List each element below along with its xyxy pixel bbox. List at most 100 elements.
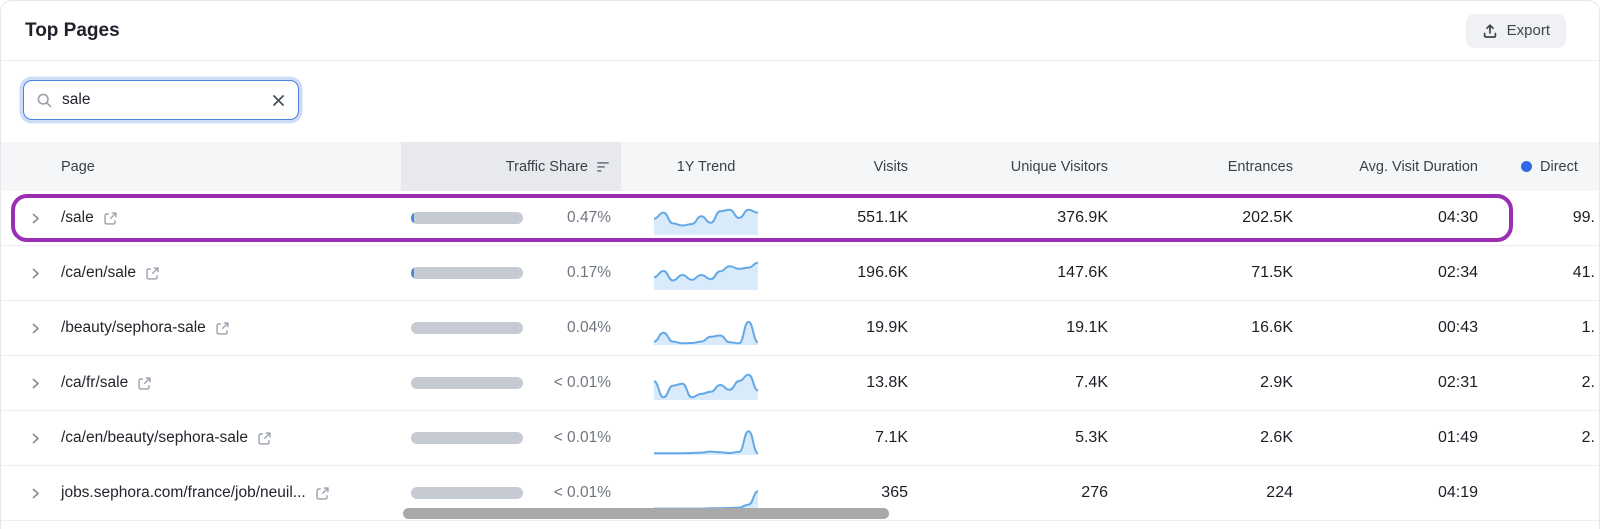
row-expander-button[interactable] — [1, 322, 57, 335]
visits-value: 196.6K — [857, 264, 908, 281]
traffic-share-cell: < 0.01% — [401, 484, 621, 502]
traffic-share-value: 0.47% — [567, 209, 611, 226]
horizontal-scrollbar-thumb[interactable] — [403, 508, 889, 519]
trend-sparkline-line — [654, 320, 758, 345]
panel-header: Top Pages Export — [1, 1, 1599, 61]
external-link-icon[interactable] — [137, 376, 152, 391]
chevron-right-icon — [29, 377, 42, 390]
row-expander-button[interactable] — [1, 432, 57, 445]
row-expander-button[interactable] — [1, 377, 57, 390]
trend-sparkline-line — [654, 208, 758, 227]
column-header-page[interactable]: Page — [61, 158, 95, 175]
external-link-icon[interactable] — [257, 431, 272, 446]
entrances-value: 2.6K — [1260, 429, 1293, 446]
page-title: Top Pages — [25, 19, 120, 41]
trend-sparkline — [654, 208, 758, 235]
search-input[interactable] — [62, 91, 262, 109]
traffic-share-bar — [411, 377, 523, 389]
table-body: /sale 0.47% 551.1K 376.9K 202.5K 04:30 9… — [1, 191, 1599, 521]
traffic-share-cell: < 0.01% — [401, 374, 621, 392]
trend-cell — [621, 201, 791, 235]
trend-cell — [621, 311, 791, 345]
search-box[interactable] — [23, 80, 299, 120]
column-header-traffic-share-label: Traffic Share — [505, 158, 588, 175]
row-expander-button[interactable] — [1, 212, 57, 225]
unique-visitors-value: 7.4K — [1075, 374, 1108, 391]
trend-sparkline-area — [654, 374, 758, 400]
table-row[interactable]: /beauty/sephora-sale 0.04% 19.9K 19.1K 1… — [1, 301, 1599, 356]
trend-sparkline-area — [654, 209, 758, 235]
trend-sparkline-line — [654, 373, 758, 399]
column-header-direct[interactable]: Direct — [1496, 159, 1599, 175]
unique-visitors-value: 276 — [1081, 484, 1108, 501]
traffic-share-bar-fill — [411, 212, 414, 224]
chevron-right-icon — [29, 267, 42, 280]
traffic-share-bar — [411, 267, 523, 279]
column-header-entrances[interactable]: Entrances — [1227, 158, 1293, 175]
trend-sparkline — [654, 430, 758, 455]
table-row[interactable]: /ca/en/beauty/sephora-sale < 0.01% 7.1K … — [1, 411, 1599, 466]
entrances-value: 16.6K — [1251, 319, 1293, 336]
page-cell[interactable]: /beauty/sephora-sale — [57, 319, 401, 337]
traffic-share-value: < 0.01% — [553, 429, 611, 446]
page-cell[interactable]: jobs.sephora.com/france/job/neuil... — [57, 484, 401, 502]
entrances-value: 2.9K — [1260, 374, 1293, 391]
entrances-value: 202.5K — [1242, 209, 1293, 226]
table-row[interactable]: /ca/en/sale 0.17% 196.6K 147.6K 71.5K 02… — [1, 246, 1599, 301]
trend-sparkline — [654, 261, 758, 290]
clear-search-button[interactable] — [271, 93, 286, 108]
visits-value: 19.9K — [866, 319, 908, 336]
chevron-right-icon — [29, 322, 42, 335]
column-header-1y-trend[interactable]: 1Y Trend — [676, 158, 736, 175]
row-expander-button[interactable] — [1, 267, 57, 280]
table-header-row: Page Traffic Share 1Y Trend Visits Uniqu… — [1, 142, 1599, 191]
page-link-label[interactable]: /ca/fr/sale — [61, 374, 129, 391]
row-expander-button[interactable] — [1, 487, 57, 500]
external-link-icon[interactable] — [145, 266, 160, 281]
page-link-label[interactable]: jobs.sephora.com/france/job/neuil... — [61, 484, 306, 501]
traffic-share-cell: 0.17% — [401, 264, 621, 282]
avg-visit-duration-value: 04:30 — [1437, 209, 1478, 226]
trend-cell — [621, 476, 791, 510]
export-button[interactable]: Export — [1465, 13, 1566, 48]
page-link-label[interactable]: /ca/en/beauty/sephora-sale — [61, 429, 248, 446]
external-link-icon[interactable] — [315, 486, 330, 501]
table-row[interactable]: /ca/fr/sale < 0.01% 13.8K 7.4K 2.9K 02:3… — [1, 356, 1599, 411]
unique-visitors-value: 19.1K — [1066, 319, 1108, 336]
external-link-icon[interactable] — [103, 211, 118, 226]
column-header-unique-visitors[interactable]: Unique Visitors — [1010, 158, 1108, 175]
avg-visit-duration-value: 02:31 — [1437, 374, 1478, 391]
table-row[interactable]: /sale 0.47% 551.1K 376.9K 202.5K 04:30 9… — [1, 191, 1599, 246]
page-cell[interactable]: /sale — [57, 209, 401, 227]
trend-sparkline-area — [654, 431, 758, 455]
unique-visitors-value: 5.3K — [1075, 429, 1108, 446]
column-header-avg-visit-duration[interactable]: Avg. Visit Duration — [1359, 158, 1478, 175]
external-link-icon[interactable] — [215, 321, 230, 336]
trend-sparkline-area — [654, 321, 758, 345]
sort-descending-icon — [596, 161, 611, 173]
trend-sparkline-area — [654, 262, 758, 290]
export-button-label: Export — [1506, 22, 1550, 39]
unique-visitors-value: 147.6K — [1057, 264, 1108, 281]
page-cell[interactable]: /ca/fr/sale — [57, 374, 401, 392]
trend-sparkline — [654, 320, 758, 345]
trend-sparkline — [654, 373, 758, 400]
trend-cell — [621, 256, 791, 290]
page-cell[interactable]: /ca/en/sale — [57, 264, 401, 282]
direct-value: 41. — [1572, 264, 1595, 281]
avg-visit-duration-value: 02:34 — [1437, 264, 1478, 281]
direct-value: 1. — [1581, 319, 1595, 336]
page-link-label[interactable]: /beauty/sephora-sale — [61, 319, 206, 336]
direct-value: 2. — [1581, 374, 1595, 391]
column-header-visits[interactable]: Visits — [873, 158, 908, 175]
traffic-share-bar-fill — [411, 267, 414, 279]
traffic-share-bar — [411, 212, 523, 224]
page-link-label[interactable]: /sale — [61, 209, 94, 226]
trend-sparkline-line — [654, 490, 758, 510]
page-cell[interactable]: /ca/en/beauty/sephora-sale — [57, 429, 401, 447]
chevron-right-icon — [29, 432, 42, 445]
page-link-label[interactable]: /ca/en/sale — [61, 264, 136, 281]
column-header-traffic-share[interactable]: Traffic Share — [401, 142, 621, 191]
avg-visit-duration-value: 01:49 — [1437, 429, 1478, 446]
